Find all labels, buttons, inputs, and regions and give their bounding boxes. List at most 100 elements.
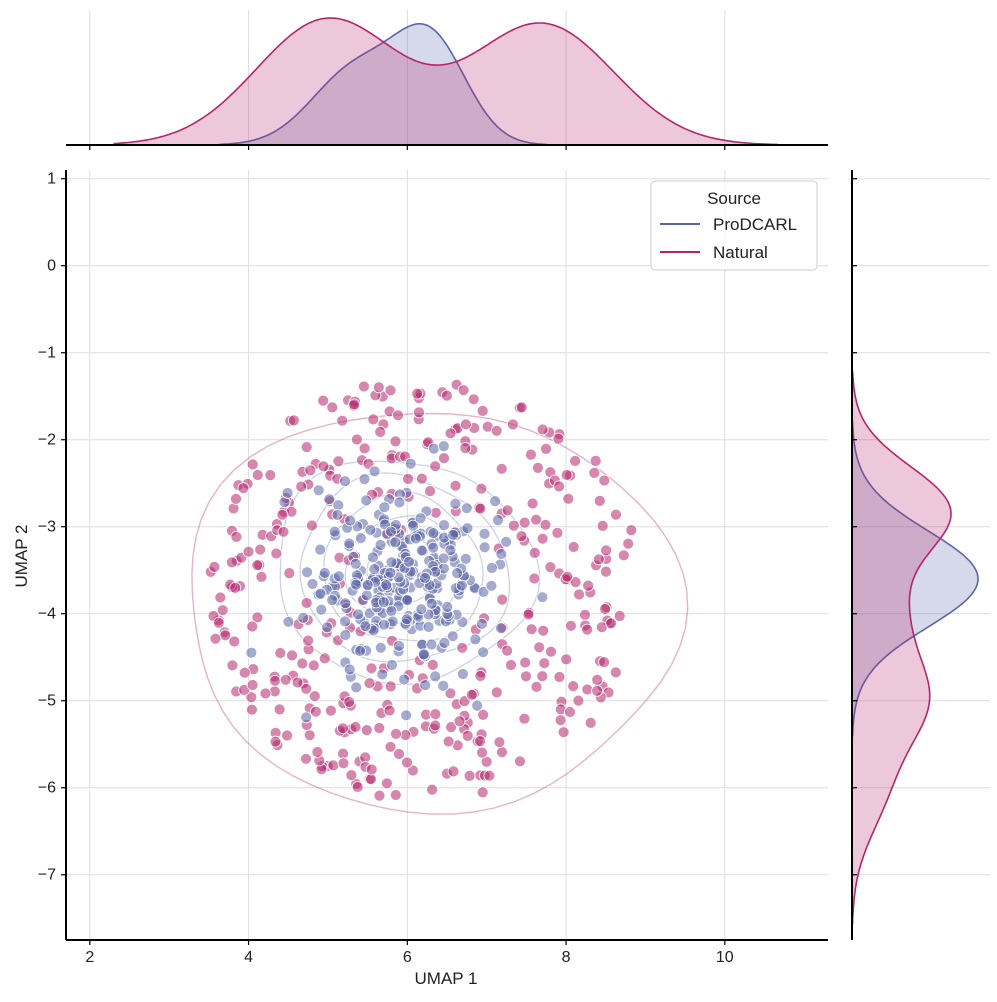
point-natural (259, 687, 272, 700)
point-natural (461, 730, 474, 742)
point-prodcarl (344, 514, 357, 527)
y-tick-label: −4 (38, 606, 56, 623)
legend-label-prodcarl: ProDCARL (713, 215, 797, 234)
point-natural (544, 561, 557, 573)
point-natural (245, 691, 258, 703)
point-natural (226, 659, 239, 672)
point-prodcarl (477, 586, 490, 598)
point-natural (537, 624, 550, 637)
axes (61, 144, 857, 945)
point-natural (501, 644, 514, 657)
point-prodcarl (437, 552, 450, 565)
point-natural (426, 659, 439, 671)
point-natural (300, 597, 313, 609)
point-natural (533, 641, 546, 654)
point-natural (525, 448, 537, 461)
point-natural (384, 740, 397, 753)
point-natural (383, 704, 396, 717)
point-prodcarl (438, 637, 451, 649)
point-prodcarl (339, 597, 352, 610)
point-prodcarl (478, 528, 491, 540)
point-prodcarl (350, 681, 363, 694)
y-tick-label: −5 (38, 693, 56, 710)
point-natural (358, 442, 371, 455)
point-prodcarl (415, 603, 428, 616)
point-prodcarl (495, 622, 507, 635)
point-natural (300, 752, 312, 765)
point-natural (490, 424, 503, 437)
right-marginal-grid (852, 178, 990, 876)
point-natural (599, 603, 611, 615)
point-natural (490, 686, 503, 699)
point-natural (600, 544, 612, 557)
right-kde-fill-natural (852, 371, 951, 925)
point-prodcarl (359, 620, 372, 633)
point-prodcarl (360, 494, 373, 507)
point-prodcarl (414, 512, 427, 525)
y-tick-label: −2 (38, 432, 56, 449)
point-natural (402, 472, 414, 485)
point-natural (562, 492, 575, 505)
point-natural (365, 763, 378, 776)
point-natural (324, 704, 337, 717)
point-natural (276, 508, 289, 521)
point-natural (230, 492, 242, 505)
point-prodcarl (349, 557, 362, 570)
point-natural (296, 657, 309, 670)
point-natural (413, 406, 425, 419)
point-natural (561, 570, 574, 583)
point-natural (456, 641, 469, 654)
point-natural (363, 677, 376, 690)
point-prodcarl (281, 487, 294, 499)
point-natural (528, 547, 541, 559)
point-prodcarl (500, 535, 513, 548)
point-prodcarl (354, 645, 366, 657)
point-natural (424, 485, 437, 498)
point-natural (318, 652, 331, 665)
point-prodcarl (368, 563, 381, 575)
point-natural (406, 764, 419, 777)
point-prodcarl (339, 629, 352, 641)
point-natural (538, 657, 551, 670)
point-natural (465, 688, 478, 701)
point-prodcarl (477, 646, 490, 659)
point-prodcarl (447, 529, 460, 541)
point-prodcarl (438, 519, 451, 531)
point-natural (302, 634, 315, 647)
point-natural (554, 714, 567, 727)
point-natural (384, 384, 397, 397)
top-marginal-kde (113, 17, 779, 146)
point-prodcarl (404, 457, 417, 470)
right-marginal-kde (851, 370, 979, 925)
point-natural (453, 715, 466, 728)
point-natural (374, 425, 387, 438)
point-natural (286, 649, 298, 662)
point-prodcarl (361, 579, 374, 591)
point-natural (393, 748, 405, 760)
point-prodcarl (377, 596, 390, 608)
point-natural (493, 736, 506, 749)
point-prodcarl (419, 679, 432, 691)
point-prodcarl (385, 556, 398, 569)
point-natural (214, 591, 227, 604)
point-natural (246, 620, 259, 633)
point-prodcarl (419, 572, 431, 584)
point-prodcarl (415, 544, 428, 557)
point-prodcarl (471, 699, 484, 712)
point-natural (557, 726, 570, 739)
point-natural (581, 623, 594, 636)
x-tick-label: 10 (716, 949, 734, 966)
point-natural (415, 472, 428, 485)
point-natural (598, 656, 610, 668)
point-natural (349, 721, 362, 733)
point-natural (228, 635, 241, 648)
point-natural (309, 705, 322, 718)
point-natural (380, 777, 393, 790)
point-natural (525, 623, 538, 636)
point-natural (526, 497, 539, 510)
point-natural (598, 474, 611, 487)
point-natural (565, 619, 577, 632)
point-prodcarl (441, 601, 454, 613)
point-prodcarl (343, 663, 356, 676)
point-natural (237, 482, 250, 495)
